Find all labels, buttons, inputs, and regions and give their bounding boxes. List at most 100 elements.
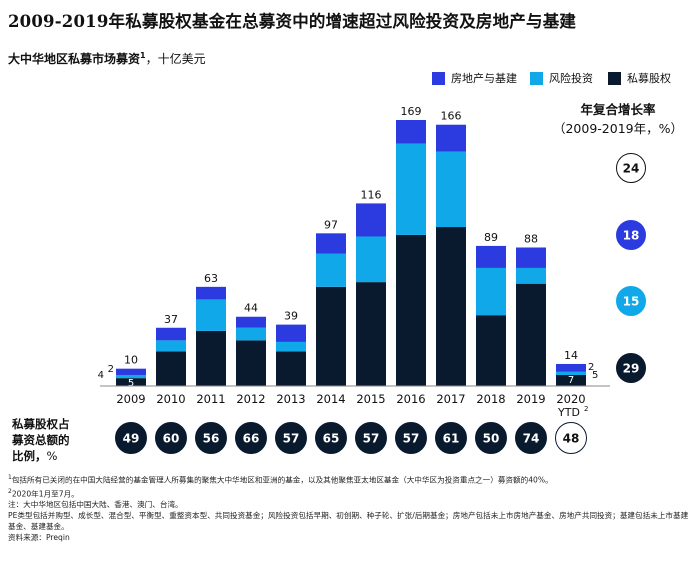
pe-share-circle-2010 — [155, 422, 187, 454]
bar-2009-series-0 — [116, 378, 146, 386]
bar-2018-series-1 — [476, 267, 506, 316]
pe-share-value-2012: 66 — [243, 432, 260, 446]
bar-2011-series-1 — [196, 299, 226, 331]
bar-2010-series-1 — [156, 340, 186, 352]
year-label-2016: 2016 — [396, 392, 425, 406]
year-label-2009: 2009 — [116, 392, 145, 406]
total-label-2020: 14 — [564, 349, 578, 362]
bar-2014-series-0 — [316, 286, 346, 386]
pe-share-circle-2017 — [435, 422, 467, 454]
pe-share-label-line2: 募资总额的 — [12, 433, 70, 447]
chart-subtitle: 大中华地区私募市场募资1，十亿美元 — [8, 50, 206, 67]
footnote-note: 注：大中华地区包括中国大陆、香港、澳门、台湾。 — [8, 500, 183, 510]
bar-2019-series-2 — [516, 247, 546, 268]
pe-share-circle-2014 — [315, 422, 347, 454]
segment-label-2020-re: 5 — [592, 370, 598, 381]
legend-item-venture: 风险投资 — [530, 70, 593, 86]
pe-share-value-2009: 49 — [123, 432, 140, 446]
total-label-2015: 116 — [361, 188, 382, 201]
footnote-source: 资料来源：Preqin — [8, 533, 70, 543]
bar-2017-series-0 — [436, 227, 466, 386]
pe-share-value-2011: 56 — [203, 432, 220, 446]
bar-2013-series-0 — [276, 351, 306, 386]
year-label-2019: 2019 — [516, 392, 545, 406]
bar-2014-series-1 — [316, 253, 346, 287]
chart-title: 2009-2019年私募股权基金在总募资中的增速超过风险投资及房地产与基建 — [8, 12, 577, 31]
cagr-value-1: 18 — [623, 229, 640, 243]
bar-2016-series-0 — [396, 234, 426, 386]
cagr-circle-2 — [616, 286, 646, 316]
pe-share-value-2015: 57 — [363, 432, 380, 446]
pe-share-circle-2013 — [275, 422, 307, 454]
pe-share-value-2014: 65 — [323, 432, 340, 446]
segment-label-2009-pe: 5 — [128, 378, 134, 389]
bars-group: 10 2009 37 2010 63 2011 44 2012 39 2013 97 2014 116 2… — [98, 105, 599, 419]
legend-swatch-real-estate — [432, 71, 445, 85]
bar-2010-series-2 — [156, 327, 186, 341]
bar-2019-series-1 — [516, 267, 546, 284]
year-label-2014: 2014 — [316, 392, 345, 406]
pe-share-value-2019: 74 — [523, 432, 540, 446]
pe-share-label-line1: 私募股权占 — [12, 417, 70, 431]
year-label-2020: 2020 — [556, 392, 585, 406]
bar-2017-series-2 — [436, 124, 466, 152]
bar-2014-series-2 — [316, 233, 346, 254]
pe-share-label-unit: % — [46, 449, 58, 463]
cagr-value-2: 15 — [623, 295, 640, 309]
bar-2013-series-2 — [276, 324, 306, 342]
segment-label-2009-re: 4 — [98, 370, 104, 381]
footnote-2: 22020年1月至7月。 — [8, 486, 692, 500]
bar-2015-series-0 — [356, 282, 386, 386]
legend-label-real-estate: 房地产与基建 — [451, 72, 517, 85]
footnote-1: 1包括所有已关闭的在中国大陆经营的基金管理人所募集的聚焦大中华地区和亚洲的基金，… — [8, 472, 692, 486]
year-label-2018: 2018 — [476, 392, 505, 406]
legend-item-pe: 私募股权 — [608, 70, 671, 86]
pe-share-value-2017: 61 — [443, 432, 460, 446]
cagr-title-line2: （2009-2019年，%） — [552, 121, 683, 136]
footnote-2-text: 2020年1月至7月。 — [11, 489, 79, 499]
bar-2011-series-2 — [196, 286, 226, 300]
pe-share-circle-2018 — [475, 422, 507, 454]
year-label-2013: 2013 — [276, 392, 305, 406]
bar-2020-series-0 — [556, 374, 586, 386]
pe-share-value-2013: 57 — [283, 432, 300, 446]
pe-share-circle-2015 — [355, 422, 387, 454]
total-label-2018: 89 — [484, 231, 498, 244]
segment-label-2009-vc: 2 — [108, 364, 114, 375]
bar-2013-series-1 — [276, 341, 306, 352]
bar-2015-series-2 — [356, 203, 386, 237]
legend-item-real-estate: 房地产与基建 — [432, 70, 517, 86]
year-label-2011: 2011 — [196, 392, 225, 406]
pe-share-circle-2020 — [555, 422, 587, 454]
pe-share-label-line3: 比例，% — [12, 448, 112, 464]
bar-2018-series-0 — [476, 315, 506, 386]
bar-2020-series-1 — [556, 371, 586, 375]
cagr-circle-0 — [616, 153, 646, 183]
total-label-2009: 10 — [124, 354, 138, 367]
bar-2018-series-2 — [476, 245, 506, 268]
pe-share-value-2016: 57 — [403, 432, 420, 446]
pe-share-circle-2011 — [195, 422, 227, 454]
total-label-2010: 37 — [164, 313, 178, 326]
legend-label-venture: 风险投资 — [549, 72, 593, 85]
pe-share-circle-2012 — [235, 422, 267, 454]
bar-2015-series-1 — [356, 236, 386, 283]
pe-share-label: 私募股权占 募资总额的 比例，% — [12, 416, 112, 464]
pe-share-value-2020: 48 — [563, 432, 580, 446]
year-sub-label-2020: YTD — [557, 406, 580, 419]
total-label-2016: 169 — [401, 105, 422, 118]
pe-share-value-2018: 50 — [483, 432, 500, 446]
cagr-circle-3 — [616, 353, 646, 383]
pe-share-circle-2019 — [515, 422, 547, 454]
total-label-2019: 88 — [524, 232, 538, 245]
bar-2016-series-1 — [396, 143, 426, 235]
pe-share-circle-2009 — [115, 422, 147, 454]
total-label-2012: 44 — [244, 302, 258, 315]
footnote-1-mark: 1 — [8, 474, 12, 481]
total-label-2014: 97 — [324, 218, 338, 231]
year-label-2017: 2017 — [436, 392, 465, 406]
bar-2009-series-2 — [116, 368, 146, 375]
subtitle-footnote-mark: 1 — [140, 51, 146, 60]
cagr-circles-group: 24 18 15 29 — [616, 153, 646, 383]
